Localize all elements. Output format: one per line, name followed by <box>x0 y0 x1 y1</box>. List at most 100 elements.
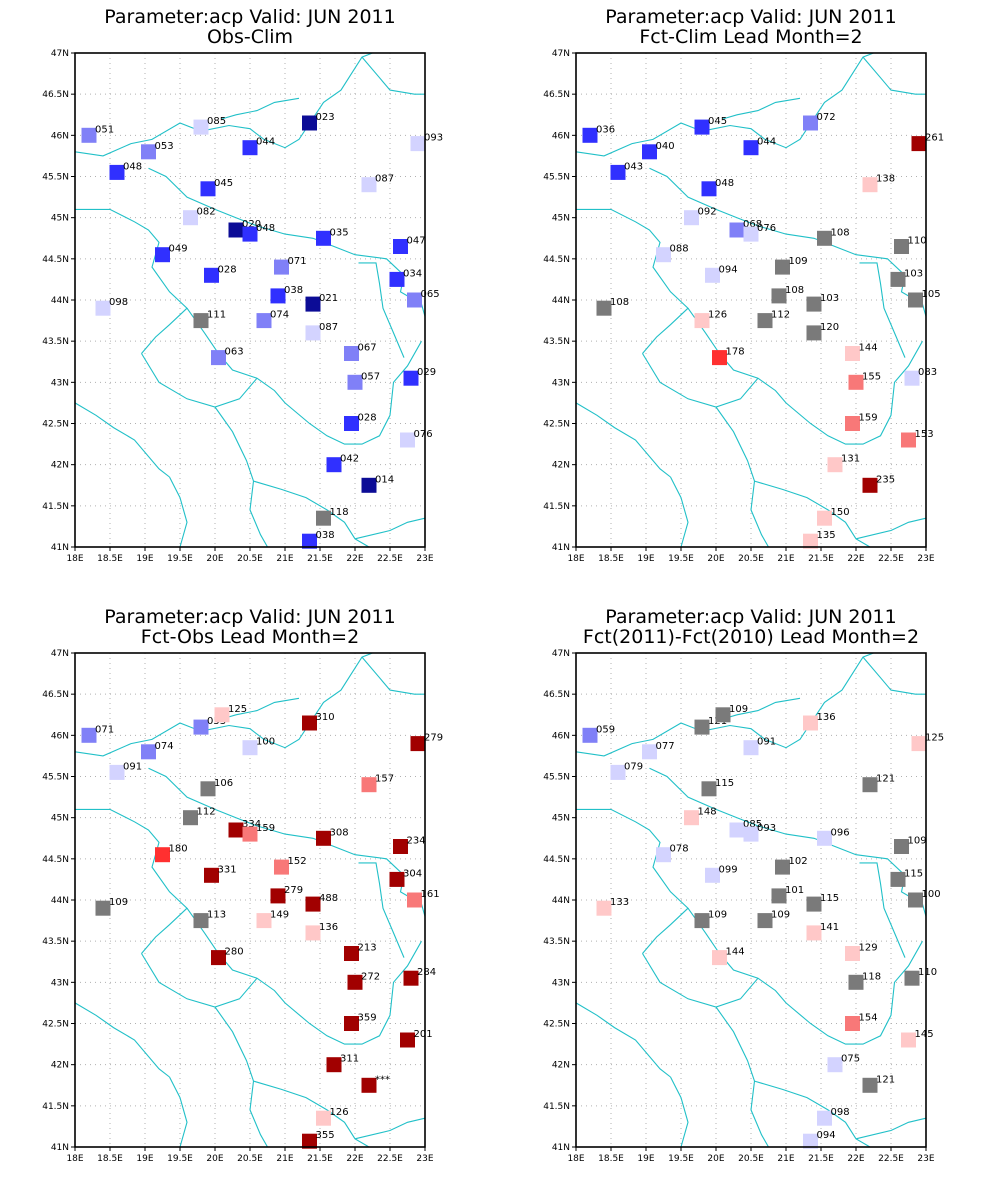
station-square <box>302 1133 317 1149</box>
x-tick-label: 21.5E <box>307 1154 333 1164</box>
station-label: 234 <box>407 836 426 847</box>
panel-fct-clim: Parameter:acp Valid: JUN 2011 Fct-Clim L… <box>543 6 944 564</box>
y-tick-label: 45N <box>552 214 570 224</box>
station-label: 148 <box>698 807 717 818</box>
station-square <box>316 510 331 526</box>
station-label: 145 <box>915 1029 934 1040</box>
station-label: 109 <box>109 897 128 908</box>
station-square <box>862 477 878 493</box>
x-tick-label: 21E <box>777 1154 794 1164</box>
station-label: 098 <box>831 1107 850 1118</box>
x-tick-label: 20.5E <box>738 554 764 564</box>
station-label: 334 <box>242 819 261 830</box>
station-square <box>694 313 710 329</box>
station-label: 213 <box>358 943 377 954</box>
station-label: 118 <box>330 507 349 518</box>
station-label: 079 <box>624 761 643 772</box>
y-tick-label: 47N <box>552 649 570 659</box>
station-square <box>361 1077 377 1093</box>
x-tick-label: 21.5E <box>808 554 834 564</box>
station-square <box>845 946 860 961</box>
station-label: 279 <box>284 885 303 896</box>
station-label: 087 <box>319 322 338 333</box>
station-square <box>694 119 710 135</box>
station-square <box>806 296 822 312</box>
station-label: 106 <box>214 778 233 789</box>
station-label: 111 <box>207 310 226 321</box>
station-label: 102 <box>789 856 808 867</box>
station-label: 094 <box>817 1130 836 1141</box>
station-square <box>256 313 272 329</box>
station-square <box>256 913 272 929</box>
x-tick-label: 21.5E <box>808 1154 834 1164</box>
border-line <box>576 808 689 954</box>
station-label: 131 <box>841 454 860 465</box>
x-tick-label: 20E <box>707 1154 724 1164</box>
station-square <box>610 764 626 780</box>
y-tick-label: 45.5N <box>42 773 69 783</box>
x-tick-label: 19.5E <box>668 1154 694 1164</box>
border-line <box>74 402 170 478</box>
station-square <box>302 715 317 731</box>
y-tick-label: 41.5N <box>543 502 570 512</box>
station-square <box>344 946 359 961</box>
border-line <box>358 262 405 358</box>
y-tick-label: 41N <box>552 543 570 553</box>
axis-ticks: 18E 18.5E 19E 19.5E 20E 20.5E 21E 21.5E 22E 22.5E… <box>543 649 935 1164</box>
border-line <box>361 56 425 95</box>
station-label: 149 <box>270 910 289 921</box>
station-square <box>904 370 920 386</box>
station-square <box>393 839 408 854</box>
station-square <box>715 707 731 723</box>
station-label: 115 <box>715 778 734 789</box>
x-tick-label: 18E <box>66 554 83 564</box>
station-square <box>274 859 289 875</box>
station-square <box>211 350 226 366</box>
station-square <box>694 719 710 735</box>
station-label: 112 <box>771 310 790 321</box>
station-label: 094 <box>719 264 738 275</box>
station-label: 028 <box>218 264 237 275</box>
station-label: 129 <box>859 943 878 954</box>
border-line <box>642 953 759 1008</box>
border-line <box>575 52 874 157</box>
station-square <box>771 288 787 304</box>
station-label: 272 <box>361 971 380 982</box>
x-tick-label: 20.5E <box>237 554 263 564</box>
x-tick-label: 23E <box>416 1154 433 1164</box>
station-label: 121 <box>876 1074 895 1085</box>
station-label: 051 <box>95 124 114 135</box>
station-square <box>743 826 759 842</box>
station-square <box>743 140 759 156</box>
station-square <box>862 1077 878 1093</box>
station-square <box>270 888 286 904</box>
station-label: 044 <box>256 137 275 148</box>
station-square <box>109 764 125 780</box>
station-square <box>393 239 408 254</box>
station-label: 154 <box>859 1013 878 1024</box>
station-label: 099 <box>719 864 738 875</box>
station-square <box>211 950 226 966</box>
station-label: 048 <box>715 178 734 189</box>
station-label: 110 <box>908 236 927 247</box>
station-square <box>228 222 244 238</box>
station-label: 076 <box>414 429 433 440</box>
y-tick-label: 44N <box>51 296 69 306</box>
station-square <box>817 510 832 526</box>
station-square <box>904 970 920 986</box>
station-square <box>803 533 818 549</box>
station-square <box>228 822 244 838</box>
border-line <box>859 262 906 358</box>
station-label: 020 <box>242 219 261 230</box>
station-label: 144 <box>859 343 878 354</box>
station-label: 042 <box>340 454 359 465</box>
station-square <box>302 115 317 131</box>
x-tick-label: 21E <box>276 1154 293 1164</box>
station-label: 488 <box>319 893 338 904</box>
station-label: 109 <box>789 256 808 267</box>
station-label: 113 <box>207 910 226 921</box>
station-label: 109 <box>908 836 927 847</box>
